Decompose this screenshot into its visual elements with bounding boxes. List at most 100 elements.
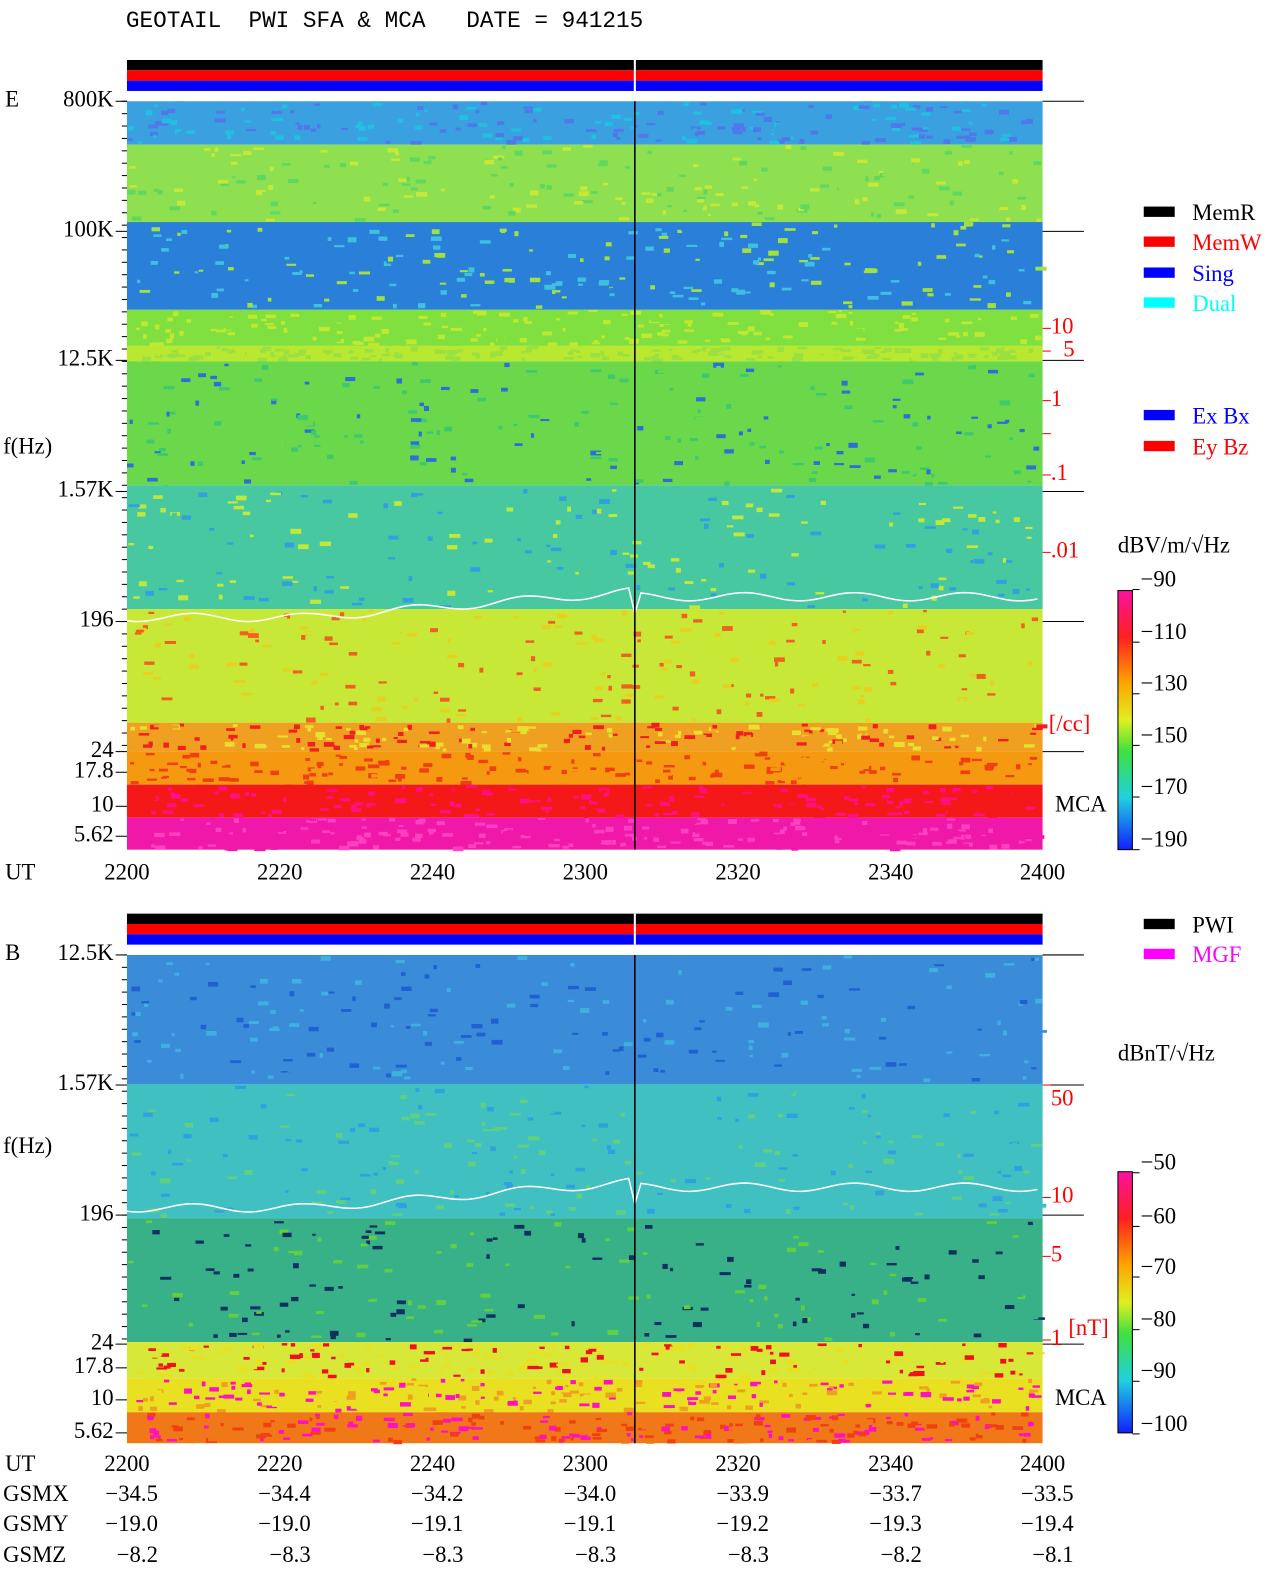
spectrogram-texture	[622, 401, 628, 405]
spectrogram-texture	[710, 203, 720, 207]
spectrogram-texture	[844, 1037, 856, 1041]
spectrogram-texture	[218, 813, 225, 818]
spectrogram-texture	[575, 1167, 585, 1172]
spectrogram-texture	[747, 1114, 756, 1119]
spectrogram-texture	[894, 328, 902, 332]
spectrogram-texture	[385, 1337, 391, 1341]
spectrogram-texture	[777, 346, 784, 352]
spectrogram-texture	[906, 543, 916, 548]
spectrogram-texture	[248, 314, 258, 319]
spectrogram-texture	[133, 1363, 142, 1366]
spectrogram-texture	[354, 739, 359, 743]
spectrogram-texture	[452, 1203, 461, 1208]
spectrogram-texture	[186, 768, 197, 774]
spectrogram-texture	[227, 542, 234, 545]
spectrogram-texture	[675, 734, 681, 738]
spectrogram-texture	[694, 795, 705, 798]
spectrogram-texture	[210, 328, 219, 332]
spectrogram-texture	[732, 757, 743, 761]
spectrogram-texture	[226, 662, 237, 667]
spectrogram-texture	[684, 735, 696, 740]
spectrogram-texture	[418, 1384, 428, 1388]
spectrogram-texture	[476, 1349, 481, 1355]
spectrogram-texture	[455, 1393, 460, 1399]
spectrogram-texture	[490, 807, 497, 811]
spectrogram-texture	[426, 795, 436, 800]
spectrogram-texture	[899, 1063, 907, 1066]
spectrogram-texture	[478, 262, 487, 266]
spectrogram-texture	[578, 191, 589, 197]
spectrogram-texture	[513, 136, 524, 141]
spectrogram-texture	[615, 1150, 623, 1154]
spectrogram-texture	[663, 324, 674, 329]
spectrogram-texture	[978, 1309, 988, 1315]
spectrogram-texture	[316, 123, 321, 129]
spectrogram-texture	[274, 348, 283, 353]
spectrogram-texture	[713, 1414, 719, 1418]
spectrogram-texture	[515, 1356, 519, 1361]
spectrogram-texture	[450, 1243, 457, 1249]
orbit-value: −8.3	[728, 1542, 769, 1567]
spectrogram-texture	[493, 1396, 499, 1401]
spectrogram-texture	[875, 526, 881, 530]
spectrogram-texture	[577, 277, 587, 282]
spectrogram-texture	[564, 1363, 570, 1367]
spectrogram-texture	[711, 1428, 718, 1432]
spectrogram-texture	[151, 227, 161, 232]
spectrogram-texture	[512, 207, 521, 213]
spectrogram-texture	[375, 738, 380, 743]
spectrogram-texture	[451, 346, 457, 350]
spectrogram-texture	[592, 1436, 602, 1440]
spectrogram-texture	[552, 1143, 557, 1148]
spectrogram-texture	[842, 1122, 850, 1127]
spectrogram-texture	[587, 819, 594, 822]
spectrogram-texture	[472, 218, 481, 223]
spectrogram-texture	[787, 498, 793, 502]
spectrogram-texture	[188, 1322, 193, 1327]
spectrogram-texture	[851, 1322, 855, 1325]
spectrogram-texture	[971, 1385, 979, 1390]
spectrogram-texture	[966, 1389, 975, 1393]
spectrogram-texture	[464, 617, 473, 621]
spectrogram-texture	[377, 358, 383, 362]
spectrogram-texture	[415, 787, 424, 792]
spectrogram-texture	[450, 356, 461, 362]
spectrogram-texture	[532, 526, 541, 531]
spectrogram-texture	[757, 1384, 764, 1388]
spectrogram-texture	[501, 104, 508, 108]
spectrogram-texture	[235, 175, 247, 179]
spectrogram-texture	[388, 535, 399, 540]
spectrogram-texture	[440, 605, 451, 608]
spectrogram-texture	[949, 587, 957, 591]
spectrogram-texture	[547, 1409, 554, 1414]
spectrogram-texture	[168, 1402, 177, 1405]
spectrogram-texture	[760, 349, 767, 354]
spectrogram-texture	[719, 662, 726, 666]
spectrogram-texture	[509, 486, 515, 492]
x-tick-label: 2220	[257, 1451, 302, 1476]
spectrogram-texture	[1029, 756, 1038, 760]
spectrogram-texture	[653, 597, 663, 601]
spectrogram-texture	[714, 301, 719, 305]
spectrogram-texture	[517, 1144, 529, 1148]
spectrogram-texture	[338, 1286, 343, 1289]
spectrogram-texture	[586, 1399, 595, 1405]
spectrogram-texture	[964, 1312, 975, 1317]
spectrogram-texture	[998, 770, 1005, 776]
spectrogram-texture	[847, 843, 851, 847]
spectrogram-texture	[637, 324, 644, 328]
spectrogram-texture	[831, 349, 843, 352]
spectrogram-texture	[401, 986, 412, 991]
spectrogram-texture	[661, 333, 669, 337]
spectrogram-texture	[874, 544, 886, 549]
legend-swatch	[1143, 948, 1175, 960]
spectrogram-texture	[908, 323, 912, 327]
spectrogram-texture	[388, 779, 397, 782]
spectrogram-texture	[736, 329, 744, 333]
spectrogram-texture	[991, 763, 996, 767]
spectrogram-texture	[420, 620, 430, 626]
spectrogram-texture	[717, 1365, 727, 1368]
spectrogram-texture	[131, 216, 142, 221]
spectrogram-texture	[449, 115, 454, 120]
spectrogram-texture	[763, 330, 773, 334]
